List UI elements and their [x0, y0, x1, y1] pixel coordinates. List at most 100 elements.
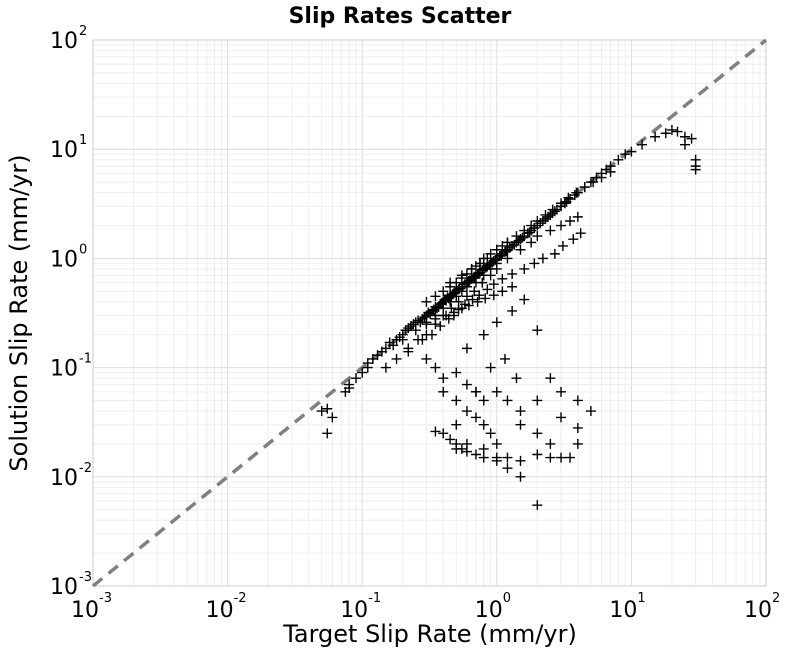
- x-tick-label: 10: [609, 598, 637, 623]
- scatter-point: [686, 133, 697, 144]
- scatter-point: [430, 426, 441, 437]
- identity-reference-line: [91, 38, 768, 588]
- scatter-point: [461, 343, 472, 354]
- chart-title: Slip Rates Scatter: [289, 4, 512, 29]
- scatter-point: [575, 228, 586, 239]
- scatter-point: [403, 343, 414, 354]
- scatter-point: [491, 455, 502, 466]
- scatter-point: [438, 310, 449, 321]
- scatter-point: [519, 294, 530, 305]
- scatter-point: [540, 209, 551, 220]
- scatter-point: [482, 284, 493, 295]
- scatter-point: [470, 412, 481, 423]
- scatter-point: [620, 149, 631, 160]
- scatter-point: [456, 303, 467, 314]
- scatter-point: [461, 446, 472, 457]
- scatter-point: [605, 166, 616, 177]
- scatter-point: [413, 334, 424, 345]
- y-tick-label: 10: [50, 29, 78, 54]
- scatter-point: [507, 268, 518, 279]
- scatter-point: [568, 234, 579, 245]
- scatter-point: [482, 253, 493, 264]
- scatter-point: [435, 321, 446, 332]
- scatter-point: [474, 258, 485, 269]
- scatter-point: [461, 379, 472, 390]
- scatter-point: [461, 281, 472, 292]
- scatter-point: [556, 220, 567, 231]
- x-tick-label: 10: [475, 598, 503, 623]
- scatter-point: [502, 463, 513, 474]
- scatter-point: [322, 428, 333, 439]
- y-axis-label: Solution Slip Rate (mm/yr): [5, 154, 33, 471]
- scatter-point: [461, 268, 472, 279]
- y-tick-label: 10: [50, 357, 78, 382]
- scatter-point: [466, 263, 477, 274]
- scatter-point: [488, 290, 499, 301]
- scatter-point: [322, 403, 333, 414]
- scatter-point: [438, 373, 449, 384]
- scatter-point: [565, 216, 576, 227]
- scatter-point: [461, 406, 472, 417]
- scatter-point: [438, 386, 449, 397]
- scatter-point: [438, 286, 449, 297]
- y-tick-exponent: -1: [79, 352, 92, 367]
- scatter-point: [430, 291, 441, 302]
- scatter-point: [445, 296, 456, 307]
- scatter-point: [515, 244, 526, 255]
- scatter-point: [478, 452, 489, 463]
- scatter-point: [545, 373, 556, 384]
- scatter-point: [613, 154, 624, 165]
- scatter-point: [571, 187, 582, 198]
- scatter-point: [470, 449, 481, 460]
- scatter-point: [488, 279, 499, 290]
- scatter-point: [491, 244, 502, 255]
- scatter-point: [403, 323, 414, 334]
- scatter-point: [485, 428, 496, 439]
- scatter-point: [456, 270, 467, 281]
- y-tick-exponent: 0: [79, 242, 87, 257]
- scatter-point: [556, 412, 567, 423]
- scatter-point: [446, 303, 457, 314]
- y-tick-label: 10: [50, 138, 78, 163]
- scatter-point: [515, 406, 526, 417]
- plot-area-frame: [92, 39, 767, 587]
- scatter-point: [572, 438, 583, 449]
- scatter-point: [421, 329, 432, 340]
- scatter-point: [547, 204, 558, 215]
- y-tick-exponent: -2: [79, 461, 92, 476]
- scatter-point: [650, 131, 661, 142]
- scatter-point: [456, 286, 467, 297]
- scatter-point: [344, 383, 355, 394]
- scatter-point: [526, 237, 537, 248]
- scatter-point: [421, 353, 432, 364]
- scatter-point: [507, 305, 518, 316]
- scatter-point: [477, 277, 488, 288]
- scatter-point: [565, 452, 576, 463]
- x-tick-label: 10: [744, 598, 772, 623]
- scatter-point: [563, 192, 574, 203]
- scatter-point: [690, 164, 701, 175]
- scatter-point: [660, 128, 671, 139]
- x-tick-label: 10: [340, 598, 368, 623]
- y-tick-label: 10: [50, 247, 78, 272]
- scatter-point: [556, 452, 567, 463]
- scatter-point: [556, 198, 567, 209]
- scatter-point: [515, 455, 526, 466]
- scatter-point: [316, 406, 327, 417]
- scatter-point: [519, 225, 530, 236]
- x-tick-exponent: 0: [503, 591, 511, 606]
- scatter-point: [524, 227, 535, 238]
- scatter-point: [480, 293, 491, 304]
- scatter-point: [438, 428, 449, 439]
- scatter-point: [596, 172, 607, 183]
- scatter-point: [549, 248, 560, 259]
- scatter-point: [511, 373, 522, 384]
- scatter-point: [430, 362, 441, 373]
- y-tick-exponent: -3: [79, 570, 92, 585]
- scatter-point: [532, 428, 543, 439]
- x-tick-exponent: -2: [234, 591, 247, 606]
- scatter-point: [491, 317, 502, 328]
- scatter-point: [463, 300, 474, 311]
- scatter-point: [572, 422, 583, 433]
